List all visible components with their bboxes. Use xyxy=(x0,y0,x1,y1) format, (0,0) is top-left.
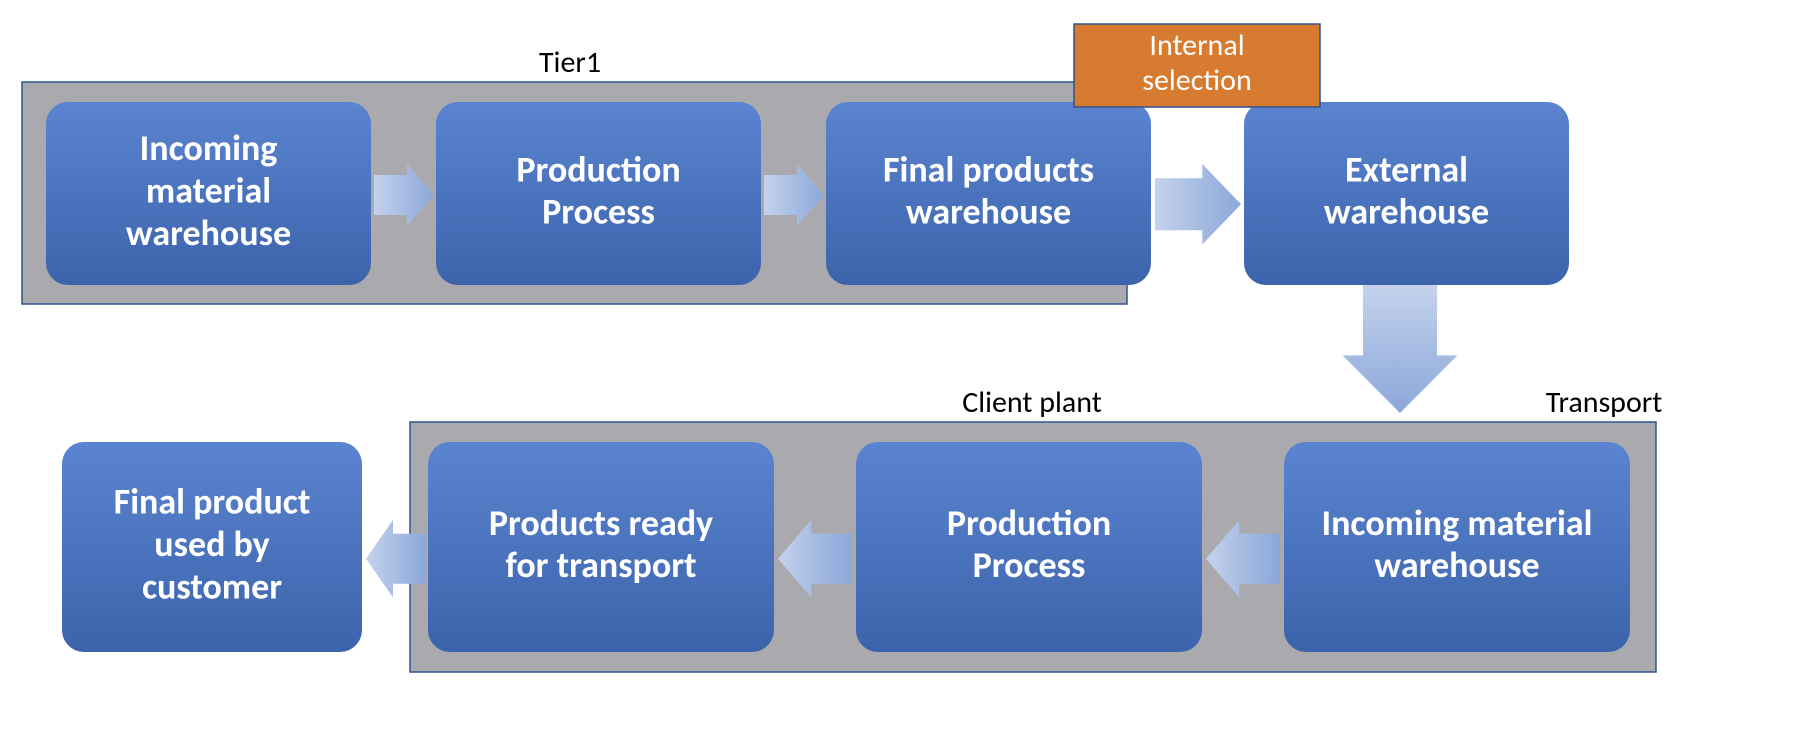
label-l3: Transport xyxy=(1546,384,1663,421)
node-n5: Incoming materialwarehouse xyxy=(1284,442,1630,652)
callout-internal-selection: Internalselection xyxy=(1074,24,1320,107)
node-n6: ProductionProcess xyxy=(856,442,1202,652)
node-n8: Final productused bycustomer xyxy=(62,442,362,652)
node-n2: ProductionProcess xyxy=(436,102,761,285)
node-n7: Products readyfor transport xyxy=(428,442,774,652)
arrow-a4 xyxy=(1343,285,1458,413)
node-label-n3: Final productswarehouse xyxy=(883,147,1094,233)
node-label-n1: Incomingmaterialwarehouse xyxy=(126,126,291,255)
label-l1: Tier1 xyxy=(539,44,601,81)
label-l2: Client plant xyxy=(962,384,1102,421)
node-label-n4: Externalwarehouse xyxy=(1324,147,1489,233)
node-n4: Externalwarehouse xyxy=(1244,102,1569,285)
arrow-a3 xyxy=(1155,164,1241,245)
node-label-n7: Products readyfor transport xyxy=(489,500,713,586)
node-n3: Final productswarehouse xyxy=(826,102,1151,285)
node-n1: Incomingmaterialwarehouse xyxy=(46,102,371,285)
callout-label: Internalselection xyxy=(1142,27,1251,99)
